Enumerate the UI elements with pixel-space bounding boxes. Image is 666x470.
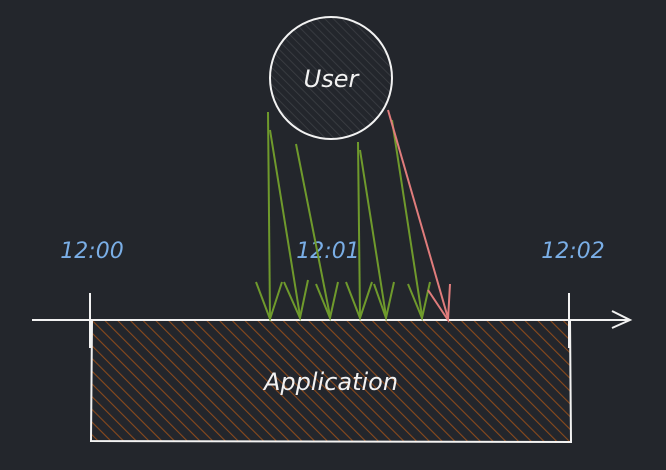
request-arrow-6	[391, 119, 423, 317]
user-label: User	[304, 65, 361, 93]
application-label: Application	[262, 368, 398, 396]
application-box: Application	[89, 319, 573, 444]
request-arrow-2	[269, 129, 301, 317]
allowed-requests	[255, 111, 431, 323]
time-label-12-02: 12:02	[541, 239, 604, 264]
user-node: User	[269, 16, 393, 140]
time-label-12-00: 12:00	[60, 239, 123, 264]
request-arrow-3	[295, 143, 331, 317]
request-arrow-4	[357, 141, 361, 317]
request-arrow-1	[267, 111, 271, 319]
time-label-12-01: 12:01	[296, 239, 359, 264]
rejected-request	[387, 109, 451, 324]
rejected-request-arrow	[387, 109, 449, 319]
time-labels: 12:00 12:01 12:02	[60, 239, 604, 264]
request-arrow-5	[359, 149, 387, 317]
